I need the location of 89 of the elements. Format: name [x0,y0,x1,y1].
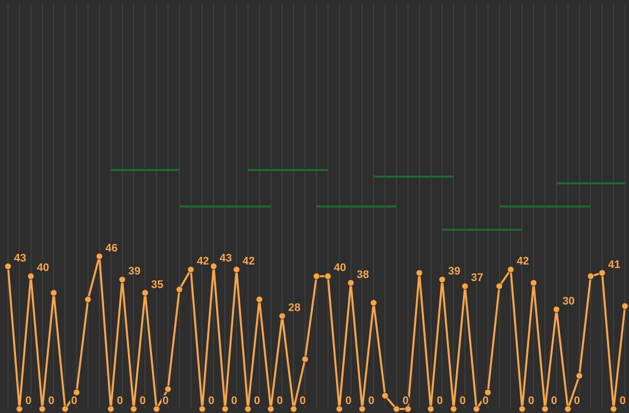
point [164,385,172,393]
data-label: 0 [140,395,146,408]
point [358,405,366,413]
data-label: 42 [516,256,529,268]
point [267,405,274,413]
point [244,405,252,413]
data-label: 39 [128,266,141,278]
point [484,388,492,396]
data-label: 40 [36,262,50,274]
point [438,276,446,284]
point [610,405,618,413]
point [576,372,583,380]
point [472,405,480,413]
data-label: 0 [345,395,352,408]
data-label: 0 [231,395,238,408]
data-label: 0 [208,395,214,408]
data-label: 41 [608,258,620,271]
point [84,296,92,304]
point [152,405,160,413]
data-label: 43 [14,252,26,264]
point [290,405,298,413]
data-label: 35 [151,278,164,291]
point [598,269,606,276]
point [370,299,378,306]
data-label: 0 [436,395,443,408]
data-label: 0 [254,395,260,408]
point [587,272,594,280]
data-label: 0 [551,395,558,408]
point [256,296,263,304]
point [541,405,549,413]
data-label: 0 [300,395,306,408]
data-label: 0 [528,395,534,408]
data-label: 0 [48,395,54,408]
data-label: 38 [356,268,370,281]
data-label: 46 [105,242,118,254]
point [450,405,458,413]
point [416,269,423,276]
data-label: 0 [620,395,626,408]
point [221,405,229,413]
data-label: 42 [196,256,210,268]
data-label: 0 [460,395,466,408]
point [496,282,503,290]
point [72,388,80,396]
data-label: 42 [242,256,255,268]
point [107,405,114,413]
point [518,405,526,413]
point [381,392,389,400]
point [336,405,343,413]
point [4,262,12,270]
point [312,272,320,280]
data-label: 0 [368,395,374,408]
data-label: 43 [220,252,232,264]
point [187,266,194,274]
point [552,306,560,314]
point [50,289,58,296]
point [530,279,538,286]
point [324,272,332,280]
point [16,405,24,413]
data-label: 30 [562,295,575,308]
data-label: 0 [116,395,123,408]
point [210,262,218,270]
point [564,405,572,413]
point [301,356,309,363]
data-label: 0 [276,395,283,408]
point [404,405,412,413]
point [27,272,34,280]
point [198,405,206,413]
data-label: 37 [471,272,484,284]
point [38,405,46,413]
point [278,312,286,320]
data-label: 0 [162,395,169,408]
point [62,405,69,413]
point [232,266,240,274]
point [347,279,354,286]
point [96,252,104,260]
point [118,276,126,284]
point [427,405,434,413]
data-label: 0 [574,395,580,408]
point [142,289,149,296]
point [176,286,183,294]
point [507,266,514,274]
point [392,405,400,413]
point [461,282,469,290]
data-label: 39 [448,266,460,278]
point [621,302,629,310]
data-label: 0 [25,395,32,408]
point [130,405,138,413]
data-label: 40 [334,262,346,274]
data-label: 28 [288,302,300,314]
